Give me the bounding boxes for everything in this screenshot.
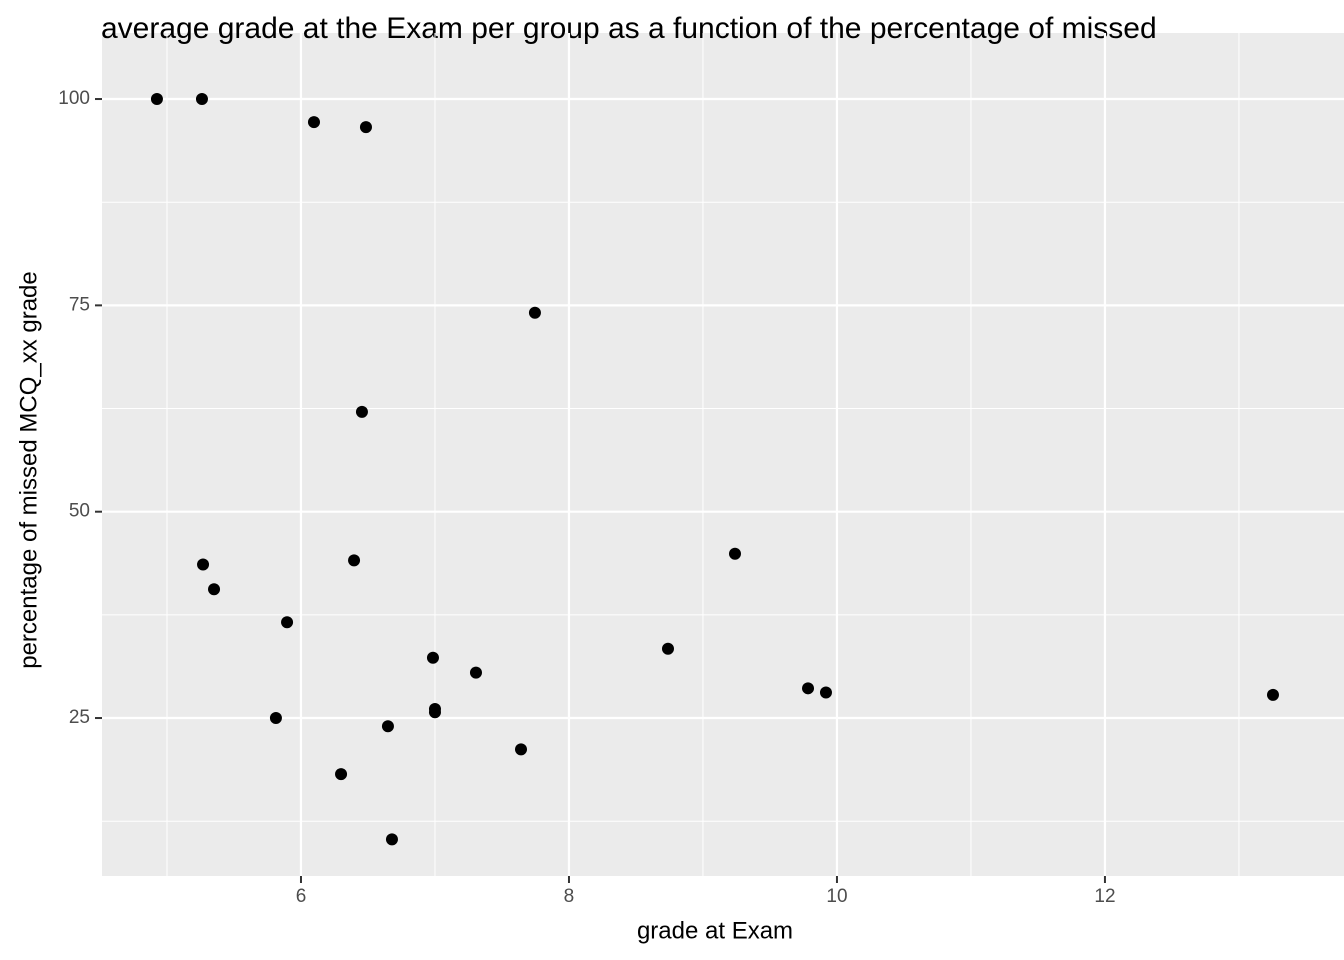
point	[197, 558, 210, 571]
point	[802, 682, 815, 695]
point	[195, 93, 208, 106]
point	[348, 554, 361, 567]
point	[528, 306, 541, 319]
point	[150, 93, 163, 106]
point	[381, 720, 394, 733]
panel	[102, 33, 1344, 876]
y-tick-label: 100	[58, 88, 90, 109]
y-tick-label: 75	[69, 294, 90, 315]
x-tick-label: 12	[1094, 886, 1115, 907]
y-tick-label: 25	[69, 707, 90, 728]
point	[1266, 688, 1279, 701]
x-axis-label: grade at Exam	[637, 917, 793, 944]
point	[426, 651, 439, 664]
point	[355, 405, 368, 418]
chart-title: average grade at the Exam per group as a…	[101, 12, 1157, 45]
point	[208, 583, 221, 596]
point	[515, 743, 528, 756]
point	[269, 712, 282, 725]
point	[728, 547, 741, 560]
x-tick-label: 6	[296, 886, 307, 907]
y-tick-label: 50	[69, 501, 90, 522]
point	[281, 616, 294, 629]
point	[385, 833, 398, 846]
point	[335, 768, 348, 781]
point	[819, 686, 832, 699]
point	[359, 121, 372, 134]
point	[428, 706, 441, 719]
point	[661, 642, 674, 655]
x-tick-label: 8	[564, 886, 575, 907]
point	[469, 666, 482, 679]
x-tick-label: 10	[826, 886, 847, 907]
y-axis-label: percentage of missed MCQ_xx grade	[15, 271, 42, 669]
point	[307, 116, 320, 129]
